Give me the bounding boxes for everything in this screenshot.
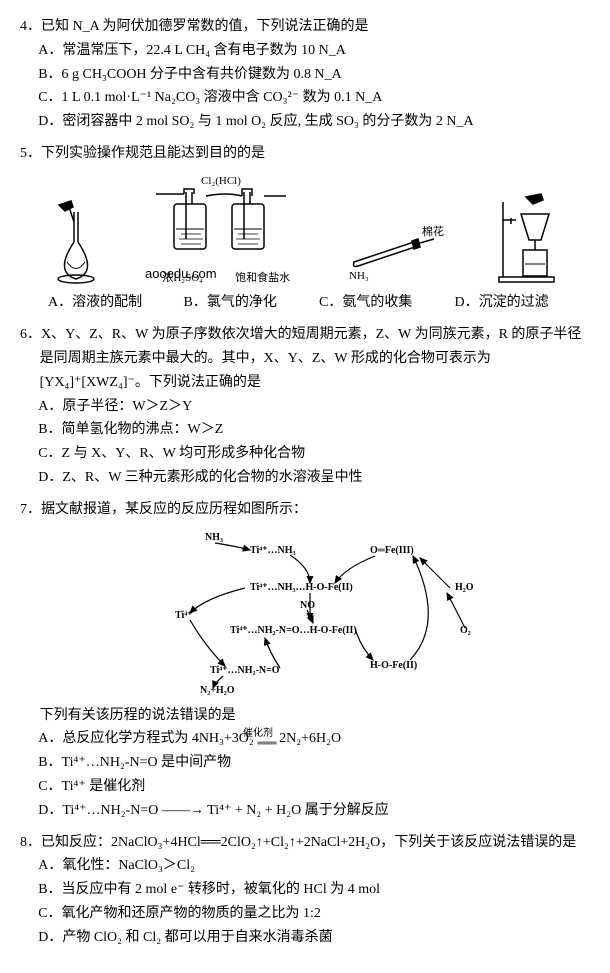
question-8: 8．已知反应：2NaClO₃+4HCl══2ClO₂↑+Cl₂↑+2NaCl+2… xyxy=(20,831,590,950)
q8-option-c: C．氧化产物和还原产物的物质的量之比为 1:2 xyxy=(20,902,590,926)
q7-sub: 下列有关该历程的说法错误的是 xyxy=(20,704,590,728)
q5-num: 5． xyxy=(20,146,41,161)
q7-stem: 7．据文献报道，某反应的反应历程如图所示： xyxy=(20,498,590,522)
node-ti-nh3-hofe: Ti⁴⁺…NH₃…H-O-Fe(II) xyxy=(250,582,353,593)
q6-option-b: B．简单氢化物的沸点：W＞Z xyxy=(20,418,590,442)
label-cl2: Cl₂(HCl) xyxy=(201,175,241,187)
q7-option-a: A．总反应化学方程式为 4NH₃+3O₂ 催化剂 ═══ 2N₂+6H₂O xyxy=(20,727,590,751)
q6-option-c: C．Z 与 X、Y、R、W 均可形成多种化合物 xyxy=(20,442,590,466)
q4-option-d: D．密闭容器中 2 mol SO₂ 与 1 mol O₂ 反应, 生成 SO₃ … xyxy=(20,110,590,134)
label-cotton: 棉花 xyxy=(422,224,444,238)
q4-stem: 4．已知 N_A 为阿伏加德罗常数的值，下列说法正确的是 xyxy=(20,15,590,39)
q5-stem: 5．下列实验操作规范且能达到目的的是 xyxy=(20,142,590,166)
q4-num: 4． xyxy=(20,19,41,34)
q7-reaction-diagram: NH₃ Ti⁴⁺…NH₃ O═Fe(III) Ti⁴⁺…NH₃…H-O-Fe(I… xyxy=(20,528,590,698)
watermark: aooedu.com xyxy=(145,263,217,285)
q5-options: A．溶液的配制 B．氯气的净化 C．氨气的收集 D．沉淀的过滤 xyxy=(20,291,590,315)
q7-option-c: C．Ti⁴⁺ 是催化剂 xyxy=(20,775,590,799)
q5-diagram-a xyxy=(39,197,109,287)
q5-stem-text: 下列实验操作规范且能达到目的的是 xyxy=(41,146,265,161)
q7-option-d: D．Ti⁴⁺…NH₂-N=O ——→ Ti⁴⁺ + N₂ + H₂O 属于分解反… xyxy=(20,799,590,823)
node-o2: O₂ xyxy=(460,625,471,636)
q8-option-a: A．氧化性：NaClO₃＞Cl₂ xyxy=(20,854,590,878)
reaction-cycle-icon: NH₃ Ti⁴⁺…NH₃ O═Fe(III) Ti⁴⁺…NH₃…H-O-Fe(I… xyxy=(115,528,495,698)
node-ti-nh2no: Ti⁴⁺…NH₂-N=O xyxy=(210,665,280,676)
tube-icon: NH₃ 棉花 xyxy=(344,207,454,287)
node-nh3: NH₃ xyxy=(205,532,223,543)
node-ti-nh3: Ti⁴⁺…NH₃ xyxy=(250,545,296,556)
q7-num: 7． xyxy=(20,502,41,517)
q8-option-d: D．产物 ClO₂ 和 Cl₂ 都可以用于自来水消毒杀菌 xyxy=(20,926,590,950)
q5-diagram-row: Cl₂(HCl) xyxy=(20,174,590,288)
question-7: 7．据文献报道，某反应的反应历程如图所示： NH₃ Ti⁴⁺…NH₃ O═Fe(… xyxy=(20,498,590,823)
node-ti4: Ti⁴⁺ xyxy=(175,610,193,621)
q6-stem-text: X、Y、Z、R、W 为原子序数依次增大的短周期元素，Z、W 为同族元素，R 的原… xyxy=(40,327,582,390)
question-5: 5．下列实验操作规范且能达到目的的是 Cl₂(HCl) xyxy=(20,142,590,315)
question-4: 4．已知 N_A 为阿伏加德罗常数的值，下列说法正确的是 A．常温常压下，22.… xyxy=(20,15,590,134)
q4-option-b: B．6 g CH₃COOH 分子中含有共价键数为 0.8 N_A xyxy=(20,63,590,87)
q5-option-c: C．氨气的收集 xyxy=(319,291,455,315)
q5-diagram-c: NH₃ 棉花 xyxy=(344,207,454,287)
q4-stem-text: 已知 N_A 为阿伏加德罗常数的值，下列说法正确的是 xyxy=(41,19,368,34)
q5-option-b: B．氯气的净化 xyxy=(184,291,320,315)
node-hofe2: H-O-Fe(II) xyxy=(370,660,417,671)
q8-stem: 8．已知反应：2NaClO₃+4HCl══2ClO₂↑+Cl₂↑+2NaCl+2… xyxy=(20,831,590,855)
q5-option-d: D．沉淀的过滤 xyxy=(455,291,591,315)
q8-option-b: B．当反应中有 2 mol e⁻ 转移时，被氧化的 HCl 为 4 mol xyxy=(20,878,590,902)
filtration-icon xyxy=(491,192,571,287)
node-ti-nh2no-hofe: Ti⁴⁺…NH₂-N=O…H-O-Fe(II) xyxy=(230,625,357,636)
q8-stem-text: 已知反应：2NaClO₃+4HCl══2ClO₂↑+Cl₂↑+2NaCl+2H₂… xyxy=(41,835,576,850)
q7-a-pre: A．总反应化学方程式为 4NH₃+3O₂ xyxy=(38,731,254,746)
node-no: NO xyxy=(300,600,315,611)
q6-option-a: A．原子半径：W＞Z＞Y xyxy=(20,395,590,419)
q4-option-c: C．1 L 0.1 mol·L⁻¹ Na₂CO₃ 溶液中含 CO₃²⁻ 数为 0… xyxy=(20,86,590,110)
q4-option-a: A．常温常压下，22.4 L CH₄ 含有电子数为 10 N_A xyxy=(20,39,590,63)
wash-bottles-icon: Cl₂(HCl) xyxy=(146,174,306,269)
flask-icon xyxy=(39,197,109,287)
q6-stem: 6．X、Y、Z、R、W 为原子序数依次增大的短周期元素，Z、W 为同族元素，R … xyxy=(20,323,590,394)
q8-num: 8． xyxy=(20,835,41,850)
q7-stem-text: 据文献报道，某反应的反应历程如图所示： xyxy=(41,502,307,517)
question-6: 6．X、Y、Z、R、W 为原子序数依次增大的短周期元素，Z、W 为同族元素，R … xyxy=(20,323,590,490)
node-n2h2o: N₂+H₂O xyxy=(200,685,235,696)
q6-num: 6． xyxy=(20,327,41,342)
label-nh3: NH₃ xyxy=(349,270,369,282)
q6-option-d: D．Z、R、W 三种元素形成的化合物的水溶液呈中性 xyxy=(20,466,590,490)
q5-diagram-d xyxy=(491,192,571,287)
q5-option-a: A．溶液的配制 xyxy=(48,291,184,315)
label-nacl: 饱和食盐水 xyxy=(235,269,290,288)
q7-option-b: B．Ti⁴⁺…NH₂-N=O 是中间产物 xyxy=(20,751,590,775)
node-ofe3: O═Fe(III) xyxy=(370,545,414,556)
q7-a-post: 2N₂+6H₂O xyxy=(279,731,341,746)
node-h2o: H₂O xyxy=(455,582,474,593)
